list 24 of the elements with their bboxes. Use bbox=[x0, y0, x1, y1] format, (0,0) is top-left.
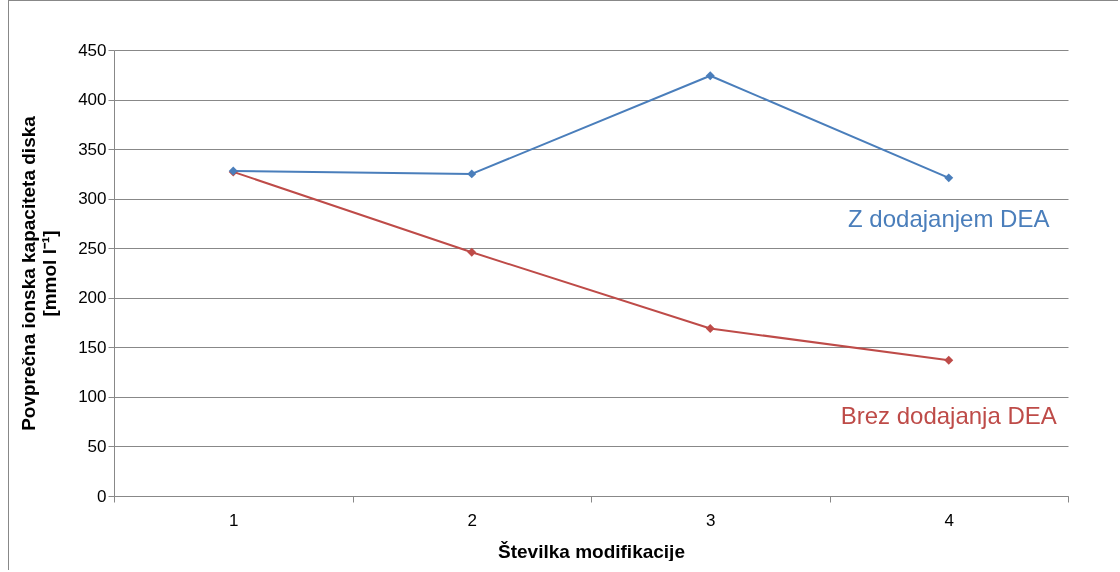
point bbox=[705, 71, 715, 81]
x-axis-title: Številka modifikacije bbox=[498, 540, 685, 562]
y-axis-title: Povprečna ionska kapaciteta diska [mmol l⁻¹] bbox=[18, 115, 61, 431]
point bbox=[944, 355, 954, 365]
y-tick-label: 400 bbox=[78, 90, 107, 110]
point bbox=[467, 169, 477, 179]
y-tick-label: 150 bbox=[78, 337, 107, 357]
x-tick-label: 4 bbox=[944, 510, 954, 530]
x-tick-label: 3 bbox=[706, 510, 716, 530]
y-tick-label: 0 bbox=[97, 486, 107, 506]
x-tick-label: 2 bbox=[467, 510, 477, 530]
point bbox=[467, 247, 477, 257]
y-tick-label: 100 bbox=[78, 387, 107, 407]
y-tick-label: 300 bbox=[78, 189, 107, 209]
text: Brez dodajanja DEA bbox=[840, 402, 1057, 430]
y-tick-label: 250 bbox=[78, 238, 107, 258]
y-tick-label: 50 bbox=[87, 436, 107, 456]
point bbox=[705, 324, 715, 333]
y-tick-label: 200 bbox=[78, 288, 107, 308]
point bbox=[944, 173, 954, 183]
series-label: Z dodajanjem DEA bbox=[848, 204, 1050, 232]
x-tick-label: 1 bbox=[229, 510, 239, 530]
y-tick-label: 350 bbox=[78, 139, 107, 159]
y-tick-label: 450 bbox=[78, 40, 107, 60]
